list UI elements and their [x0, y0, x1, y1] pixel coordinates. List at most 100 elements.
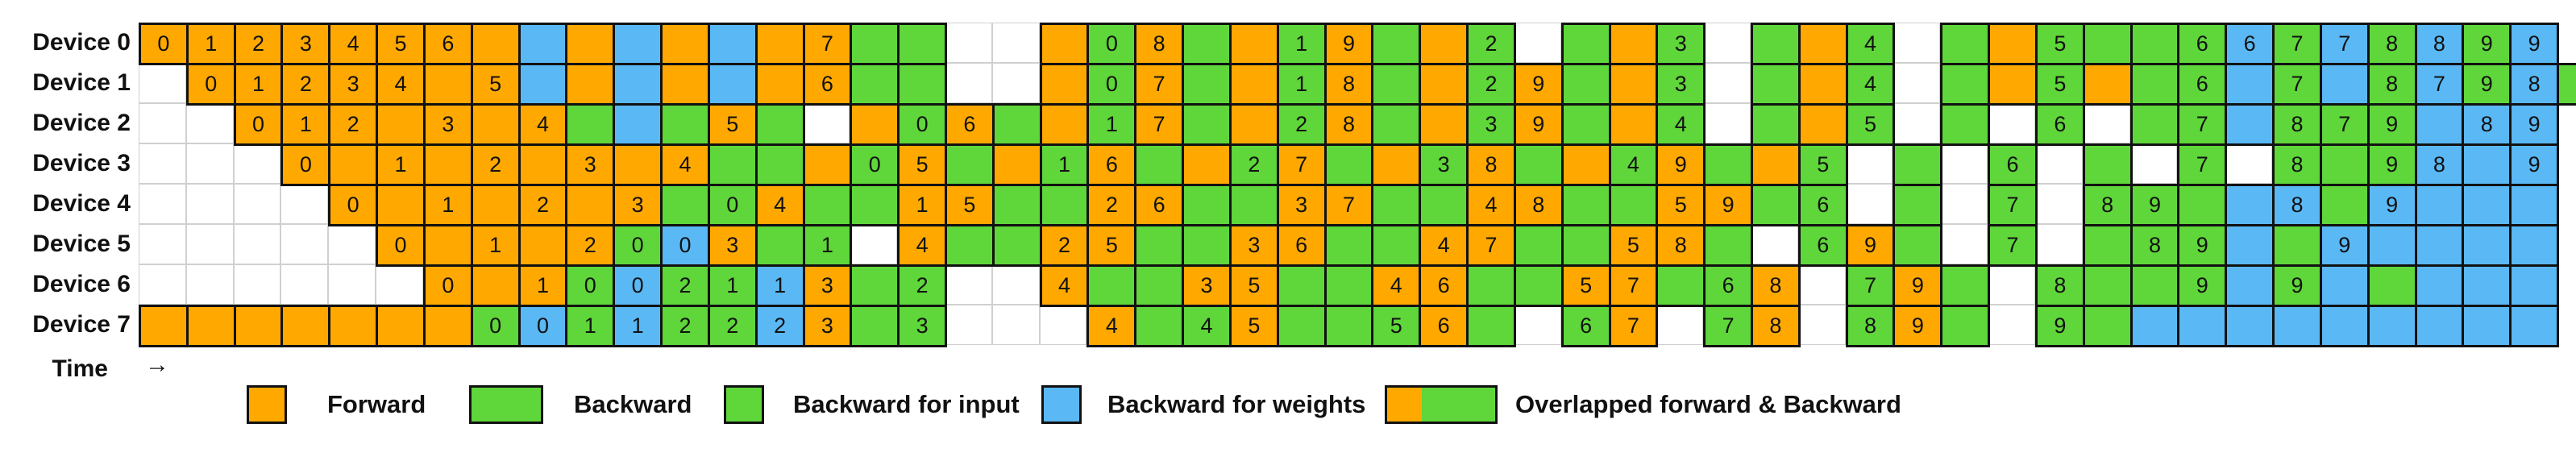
backward-input-block: 7: [2319, 103, 2370, 146]
backward-weights-block: 8: [2509, 63, 2559, 106]
backward-weights-block: [2462, 184, 2512, 226]
grid-bg-cell: [1656, 305, 1704, 345]
backward-input-block: 8: [2129, 224, 2180, 267]
forward-block: 4: [897, 224, 947, 267]
backward-input-block: 0: [1086, 23, 1137, 65]
forward-block: [1751, 143, 1801, 186]
forward-block: 7: [1276, 143, 1327, 186]
backward-input-block: 0: [1086, 63, 1137, 106]
forward-block: 0: [139, 23, 189, 65]
backward-weights-block: [2225, 184, 2275, 226]
backward-input-block: [1276, 264, 1327, 307]
backward-weights-block: [2414, 264, 2465, 307]
backward-input-block: [1039, 184, 1090, 226]
device-label-6: Device 6: [32, 271, 131, 297]
backward-input-block: 2: [1228, 143, 1279, 186]
forward-block: 4: [1086, 305, 1137, 347]
forward-block: 3: [707, 224, 758, 267]
backward-weights-block: 8: [2272, 184, 2322, 226]
backward-input-block: [1940, 305, 1991, 347]
forward-block: [517, 224, 568, 267]
forward-block: 5: [1560, 264, 1611, 307]
forward-block: [470, 264, 521, 307]
forward-block: [850, 103, 900, 146]
backward-input-block: [991, 224, 1042, 267]
forward-block: [565, 184, 616, 226]
forward-block: 2: [233, 23, 284, 65]
device-label-0: Device 0: [32, 29, 131, 56]
forward-block: 4: [328, 23, 379, 65]
grid-bg-cell: [280, 264, 329, 305]
grid-bg-cell: [280, 184, 329, 224]
grid-bg-cell: [1988, 103, 2035, 143]
backward-input-block: 3: [1466, 103, 1516, 146]
backward-input-block: 2: [660, 264, 710, 307]
backward-weights-block: 8: [2462, 103, 2512, 146]
forward-block: [613, 143, 663, 186]
grid-bg-cell: [1893, 63, 1941, 103]
grid-bg-cell: [991, 305, 1040, 345]
backward-input-block: 4: [1845, 63, 1896, 106]
forward-block: 2: [1039, 224, 1090, 267]
backward-input-block: [1323, 224, 1374, 267]
backward-input-block: 1: [1039, 143, 1090, 186]
forward-block: [1797, 23, 1848, 65]
forward-block: [1797, 103, 1848, 146]
forward-block: 6: [1134, 184, 1185, 226]
backward-input-block: [1323, 264, 1374, 307]
grid-bg-cell: [1940, 224, 1988, 264]
grid-bg-cell: [1940, 184, 1988, 224]
backward-input-block: 8: [1845, 305, 1896, 347]
backward-input-block: 8: [2366, 63, 2417, 106]
backward-input-block: 4: [1845, 23, 1896, 65]
forward-block: 6: [422, 23, 473, 65]
forward-block: 0: [328, 184, 379, 226]
forward-block: [1039, 103, 1090, 146]
legend-swatch-w: [1041, 385, 1082, 424]
forward-block: [422, 63, 473, 106]
forward-block: [1608, 23, 1659, 65]
forward-block: [1039, 63, 1090, 106]
forward-block: [470, 23, 521, 65]
backward-input-block: [707, 143, 758, 186]
backward-input-block: [1893, 224, 1943, 267]
backward-input-block: [850, 184, 900, 226]
forward-block: 7: [1466, 224, 1516, 267]
backward-input-block: 0: [470, 305, 521, 347]
forward-block: 2: [565, 224, 616, 267]
grid-bg-cell: [1703, 23, 1751, 63]
forward-block: 6: [1419, 305, 1469, 347]
backward-input-block: [660, 103, 710, 146]
backward-input-block: [991, 103, 1042, 146]
backward-input-block: 8: [2272, 103, 2322, 146]
backward-input-block: [565, 103, 616, 146]
backward-input-block: [1466, 264, 1516, 307]
grid-bg-cell: [185, 103, 234, 143]
device-label-3: Device 3: [32, 150, 131, 177]
backward-input-block: 6: [1797, 184, 1848, 226]
grid-bg-cell: [185, 264, 234, 305]
forward-block: 2: [1086, 184, 1137, 226]
backward-input-block: 2: [1466, 63, 1516, 106]
grid-bg-cell: [1703, 63, 1751, 103]
forward-block: 8: [1751, 264, 1801, 307]
backward-input-block: [897, 23, 947, 65]
backward-input-block: [1703, 143, 1753, 186]
grid-bg-cell: [233, 143, 281, 184]
backward-weights-block: 0: [613, 264, 663, 307]
backward-input-block: 6: [2034, 103, 2085, 146]
legend-label-i: Backward for input: [793, 390, 1020, 418]
forward-block: 8: [1751, 305, 1801, 347]
backward-input-block: 5: [2034, 23, 2085, 65]
backward-input-block: 5: [1845, 103, 1896, 146]
backward-input-block: 3: [897, 305, 947, 347]
grid-bg-cell: [328, 224, 376, 264]
backward-input-block: [1751, 184, 1801, 226]
backward-input-block: [850, 305, 900, 347]
forward-block: 8: [1323, 63, 1374, 106]
legend-swatch-i: [724, 385, 764, 424]
grid-bg-cell: [139, 63, 186, 103]
backward-input-block: 6: [1988, 143, 2038, 186]
backward-input-block: [945, 224, 995, 267]
forward-block: 2: [280, 63, 331, 106]
